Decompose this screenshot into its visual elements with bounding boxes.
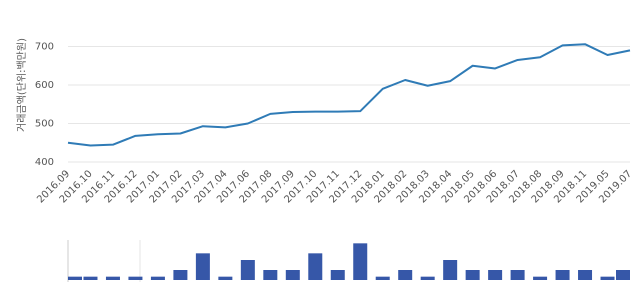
volume-bar xyxy=(195,253,210,280)
price-line xyxy=(67,43,631,147)
volume-bar xyxy=(150,276,165,280)
y-tick-label: 500 xyxy=(35,119,54,130)
volume-bar xyxy=(353,243,368,280)
volume-bar xyxy=(285,270,300,280)
volume-bar xyxy=(578,270,593,280)
volume-bar xyxy=(465,270,480,280)
volume-bar xyxy=(555,270,570,280)
volume-bar xyxy=(600,276,615,280)
y-tick-label: 600 xyxy=(35,80,54,91)
volume-bar xyxy=(173,270,188,280)
volume-bar xyxy=(68,276,82,280)
volume-bar xyxy=(616,270,630,280)
volume-bar xyxy=(533,276,548,280)
volume-bar xyxy=(128,276,143,280)
volume-bar xyxy=(263,270,278,280)
volume-bar xyxy=(510,270,525,280)
volume-bar xyxy=(218,276,233,280)
volume-bar xyxy=(240,260,255,280)
volume-bar xyxy=(398,270,413,280)
volume-bar xyxy=(420,276,435,280)
volume-bar xyxy=(488,270,503,280)
volume-bar xyxy=(330,270,345,280)
volume-bar xyxy=(443,260,458,280)
volume-bar xyxy=(375,276,390,280)
y-axis-label: 거래금액(단위:백만원) xyxy=(15,38,28,132)
y-tick-label: 400 xyxy=(35,157,54,168)
volume-bar xyxy=(105,276,120,280)
volume-bar xyxy=(308,253,323,280)
volume-bar xyxy=(83,276,98,280)
y-tick-label: 700 xyxy=(35,42,54,53)
